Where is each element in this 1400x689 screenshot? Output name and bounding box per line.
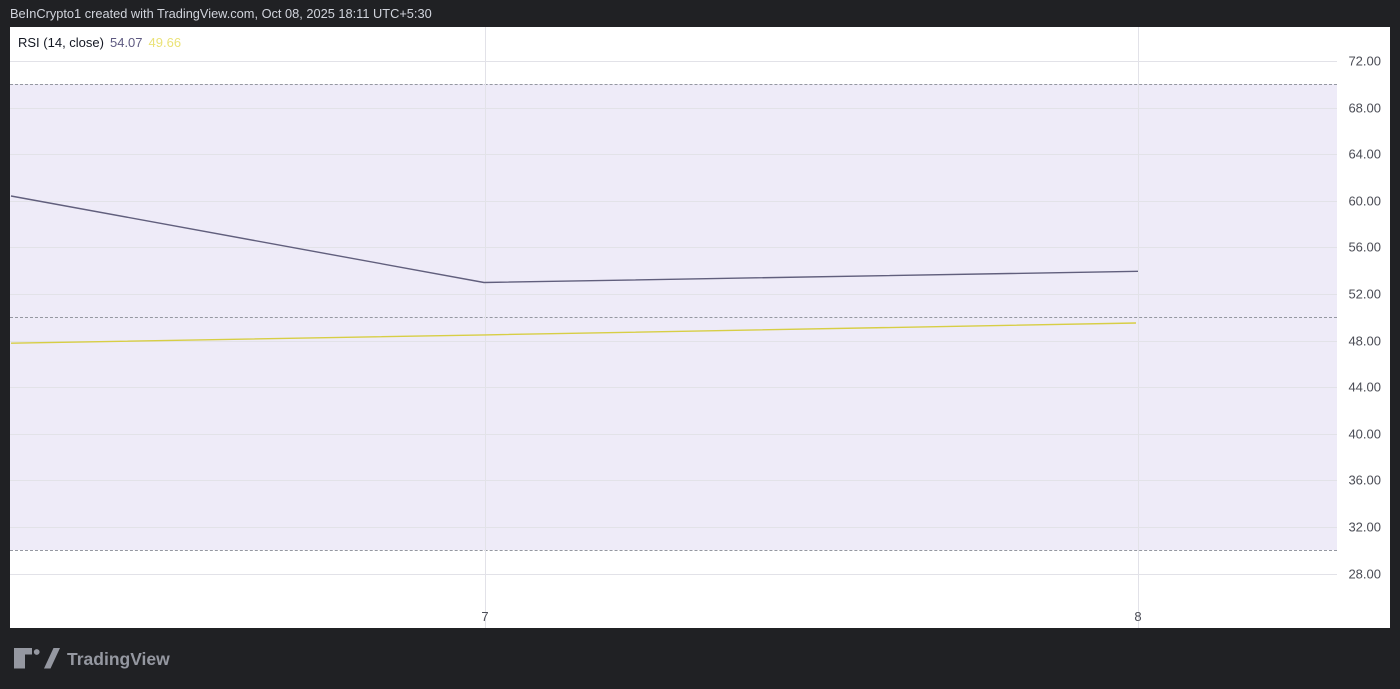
svg-text:TradingView: TradingView — [67, 649, 170, 669]
